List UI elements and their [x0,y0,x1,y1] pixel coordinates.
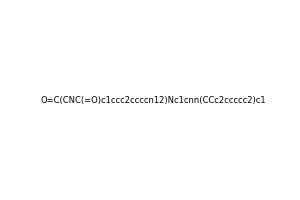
Text: O=C(CNC(=O)c1ccc2ccccn12)Nc1cnn(CCc2ccccc2)c1: O=C(CNC(=O)c1ccc2ccccn12)Nc1cnn(CCc2cccc… [41,97,267,106]
